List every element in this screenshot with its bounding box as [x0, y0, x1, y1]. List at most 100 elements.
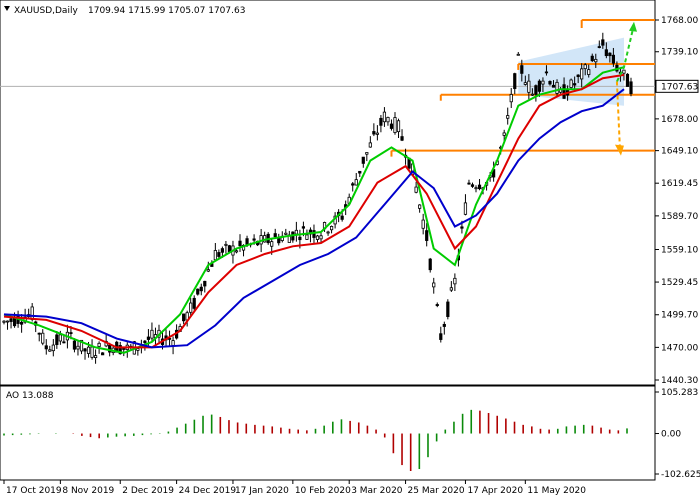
candle-body — [520, 65, 524, 74]
candle-body — [474, 187, 478, 190]
candle-body — [227, 245, 232, 253]
price-axis: 1768.00 1739.10 1707.63 1678.00 1649.10 1619.… — [655, 16, 699, 386]
current-price-box — [655, 79, 699, 93]
candle-body — [470, 184, 475, 187]
candle-body — [562, 84, 566, 99]
candle-body — [442, 323, 446, 327]
ao-histogram — [3, 409, 628, 471]
x-tick-label: 17 Jan 2020 — [235, 486, 289, 496]
candle-body — [463, 202, 468, 215]
ohlc-values: 1709.94 1715.99 1705.07 1707.63 — [88, 6, 245, 16]
candle-body — [48, 349, 52, 352]
candle-body — [477, 184, 482, 190]
candle-body — [513, 73, 517, 89]
time-axis: 17 Oct 2019 8 Nov 2019 2 Dec 2019 24 Dec 20… — [3, 480, 586, 496]
candle-body — [118, 345, 122, 355]
candle-body — [224, 243, 228, 246]
ao-axis: 105.283 0.00 -102.625 — [655, 388, 700, 480]
candle-body — [326, 231, 330, 234]
forecast-up-arrow — [616, 28, 634, 82]
candle-body — [622, 69, 626, 74]
candle-body — [432, 282, 436, 288]
moving-average-line-2 — [3, 88, 625, 349]
candle-body — [569, 79, 573, 88]
candle-body — [69, 332, 73, 334]
candle-body — [530, 93, 534, 96]
forecast-arrows — [614, 21, 637, 156]
candle-body — [573, 83, 577, 86]
candle-body — [93, 355, 98, 359]
candle-body — [315, 235, 320, 240]
candle-body — [143, 340, 147, 344]
candle-body — [435, 304, 439, 307]
candle-body — [541, 80, 545, 85]
candle-body — [590, 55, 594, 62]
oscillator-frame — [0, 385, 656, 481]
x-tick-label: 3 Mar 2020 — [351, 486, 403, 496]
candle-body — [51, 344, 55, 352]
candle-body — [319, 235, 323, 240]
candle-body — [294, 229, 298, 235]
candle-body — [534, 85, 538, 95]
y-tick-label: 1619.45 — [661, 179, 698, 189]
collapse-triangle-icon[interactable] — [4, 6, 10, 11]
candle-body — [354, 179, 358, 186]
candle-body — [203, 280, 207, 287]
candle-body — [83, 348, 87, 352]
candle-body — [509, 94, 513, 103]
candle-body — [97, 342, 101, 347]
candle-body — [41, 332, 45, 344]
candle-body — [361, 156, 365, 164]
candle-body — [414, 186, 418, 193]
down-arrowhead-icon — [614, 144, 624, 156]
candle-body — [428, 258, 432, 271]
y-tick-label: 1499.70 — [661, 311, 698, 321]
ao-tick-label: 0.00 — [661, 430, 681, 440]
moving-average-line-0 — [3, 66, 625, 354]
candle-body — [629, 81, 633, 95]
candle-body — [2, 320, 6, 323]
candle-body — [576, 74, 580, 78]
candle-body — [238, 240, 242, 247]
candle-body — [273, 233, 277, 238]
ao-tick-label: -102.625 — [661, 470, 700, 480]
candle-body — [625, 73, 630, 87]
symbol-label: XAUUSD,Daily — [14, 6, 78, 16]
candle-body — [527, 80, 531, 93]
candle-body — [608, 52, 612, 57]
candles — [2, 32, 633, 364]
candle-body — [108, 344, 112, 353]
candle-body — [146, 336, 151, 340]
candle-body — [382, 111, 387, 123]
candle-body — [446, 301, 450, 317]
y-tick-label: 1440.30 — [661, 376, 698, 386]
candle-body — [20, 321, 24, 325]
candle-body — [358, 170, 362, 174]
y-tick-label: 1768.00 — [661, 16, 698, 26]
candle-body — [611, 54, 615, 64]
candle-body — [467, 182, 471, 185]
price-channel — [518, 37, 624, 106]
x-tick-label: 2 Dec 2019 — [122, 486, 174, 496]
candle-body — [587, 69, 591, 75]
candle-body — [386, 117, 390, 123]
moving-averages — [3, 66, 625, 354]
candle-body — [220, 248, 224, 253]
candle-body — [86, 346, 91, 354]
candle-body — [544, 71, 549, 74]
candle-body — [351, 183, 355, 186]
candle-body — [555, 81, 559, 94]
candle-body — [502, 132, 506, 136]
candle-body — [150, 329, 154, 339]
candle-body — [79, 339, 84, 352]
candle-body — [449, 287, 453, 291]
candle-body — [252, 238, 256, 241]
candle-body — [277, 237, 281, 244]
candle-body — [439, 333, 443, 340]
candle-body — [329, 226, 334, 231]
candle-body — [72, 340, 77, 350]
y-tick-label: 1589.70 — [661, 212, 698, 222]
x-tick-label: 25 Mar 2020 — [408, 486, 465, 496]
candle-body — [421, 219, 425, 229]
